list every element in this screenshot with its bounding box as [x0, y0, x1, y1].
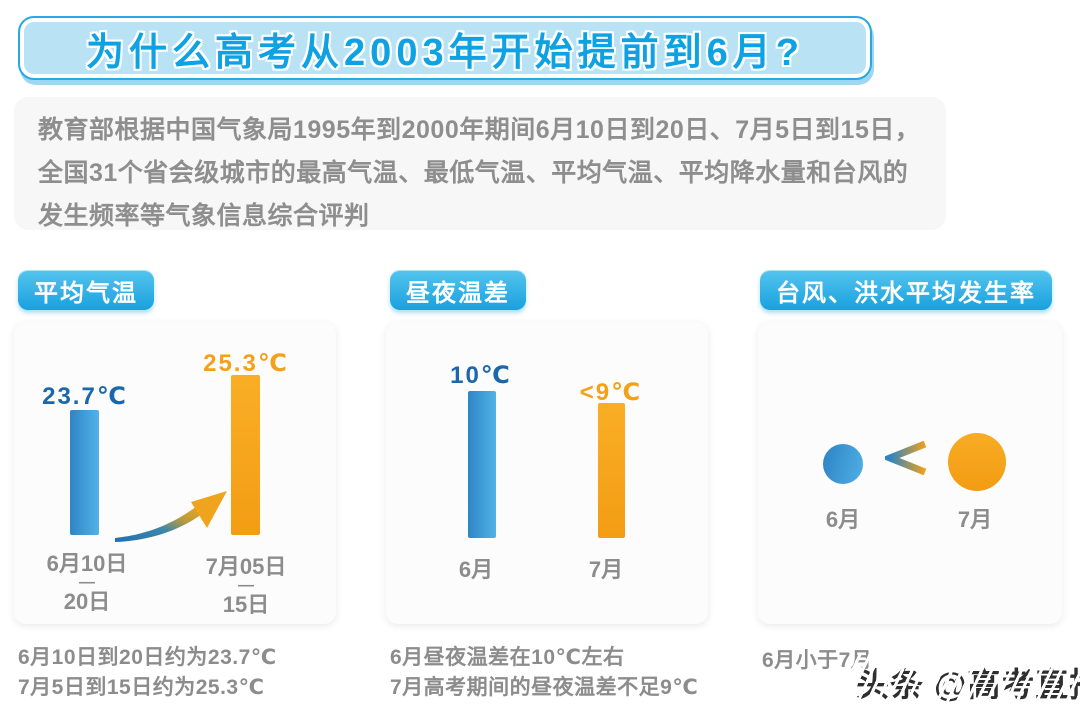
june-date-range-label: 6月10日 — 20日	[22, 551, 152, 614]
caption-typhoon-flood: 6月小于7月	[762, 646, 872, 676]
caption2-line1: 6月昼夜温差在10℃左右	[390, 646, 625, 669]
page-title: 为什么高考从2003年开始提前到6月?	[86, 31, 804, 74]
july-date-dash: —	[238, 577, 254, 594]
july-month-label: 7月	[588, 557, 624, 582]
section-header-average-temperature: 平均气温	[18, 270, 154, 310]
average-temperature-chart-card: 23.7℃ 25.3℃ 6月10日 — 20日 7月05日 — 15日	[14, 322, 336, 624]
caption2-line2: 7月高考期间的昼夜温差不足9℃	[390, 676, 699, 699]
june-temp-bar	[70, 410, 99, 535]
july-temp-bar	[231, 375, 260, 535]
intro-line-1: 教育部根据中国气象局1995年到2000年期间6月10日到20日、7月5日到15…	[38, 116, 921, 144]
july-circle-label: 7月	[957, 507, 993, 532]
caption1-line1: 6月10日到20日约为23.7℃	[18, 646, 277, 669]
june-rate-circle	[823, 444, 863, 484]
july-temp-value: 25.3℃	[203, 350, 289, 377]
rise-arrow-icon	[115, 491, 227, 542]
june-date-dash: —	[79, 574, 95, 591]
june-range-value: 10℃	[450, 362, 512, 389]
caption-day-night-range: 6月昼夜温差在10℃左右 7月高考期间的昼夜温差不足9℃	[390, 643, 698, 703]
june-circle-label: 6月	[825, 507, 861, 532]
intro-box: 教育部根据中国气象局1995年到2000年期间6月10日到20日、7月5日到15…	[14, 97, 946, 230]
june-month-label: 6月	[458, 557, 494, 582]
july-date-line2: 15日	[222, 592, 270, 617]
intro-line-2: 全国31个省会级城市的最高气温、最低气温、平均气温、平均降水量和台风的	[38, 159, 909, 187]
june-range-bar	[468, 391, 496, 538]
toutiao-watermark: 头条 @高考直播	[852, 654, 1080, 710]
june-date-line2: 20日	[63, 589, 111, 614]
july-date-line1: 7月05日	[205, 554, 287, 579]
caption3-line1: 6月小于7月	[762, 649, 873, 672]
june-temp-value: 23.7℃	[42, 383, 128, 410]
watermark-stripes-overlay	[852, 654, 1080, 710]
section-header-day-night-range: 昼夜温差	[390, 270, 526, 310]
july-range-value: <9℃	[579, 379, 643, 406]
july-rate-circle	[948, 433, 1006, 491]
july-range-bar	[598, 403, 625, 538]
caption-average-temperature: 6月10日到20日约为23.7℃ 7月5日到15日约为25.3℃	[18, 643, 277, 703]
day-night-range-chart-card: 10℃ <9℃ 6月 7月	[386, 322, 708, 624]
intro-line-3: 发生频率等气象信息综合评判	[38, 202, 370, 230]
july-date-range-label: 7月05日 — 15日	[181, 554, 311, 617]
less-than-icon	[885, 441, 927, 475]
typhoon-flood-rate-card: 6月 7月	[758, 322, 1062, 624]
june-date-line1: 6月10日	[46, 551, 128, 576]
title-banner: 为什么高考从2003年开始提前到6月?	[18, 16, 872, 80]
section-header-typhoon-flood-rate: 台风、洪水平均发生率	[760, 270, 1052, 310]
caption1-line2: 7月5日到15日约为25.3℃	[18, 676, 265, 699]
